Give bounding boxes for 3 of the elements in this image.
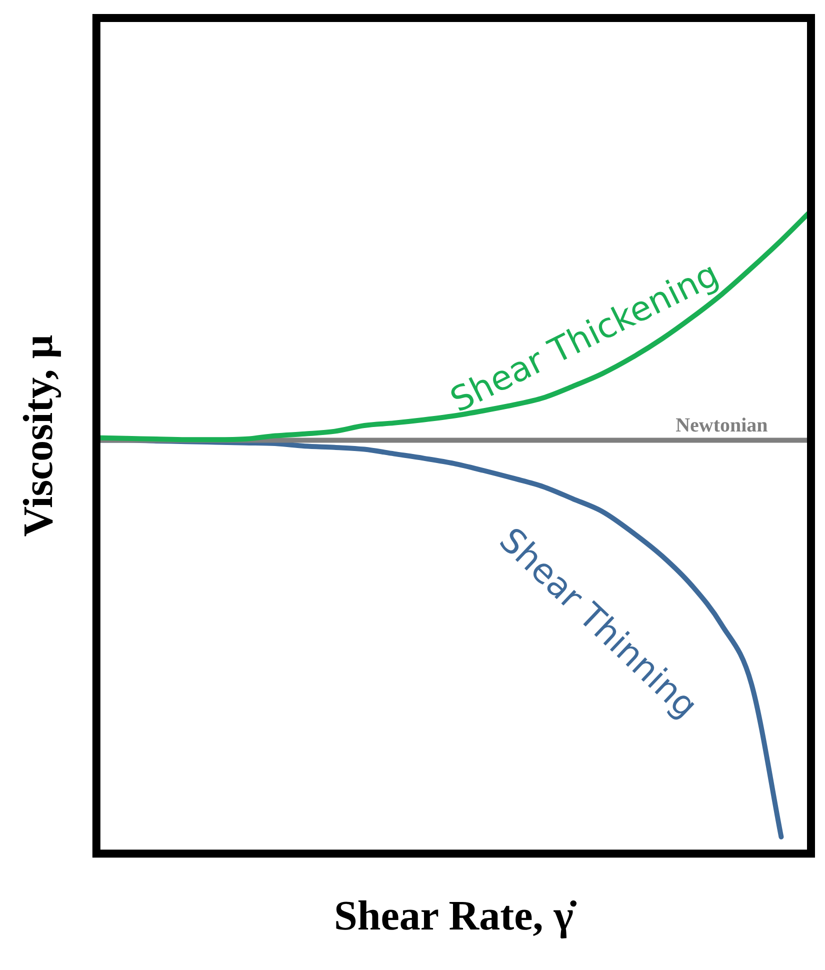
y-axis-title: Viscosity, μ: [16, 334, 62, 537]
x-axis-title: Shear Rate, γ̇: [334, 894, 578, 940]
series-label: Newtonian: [676, 414, 768, 436]
